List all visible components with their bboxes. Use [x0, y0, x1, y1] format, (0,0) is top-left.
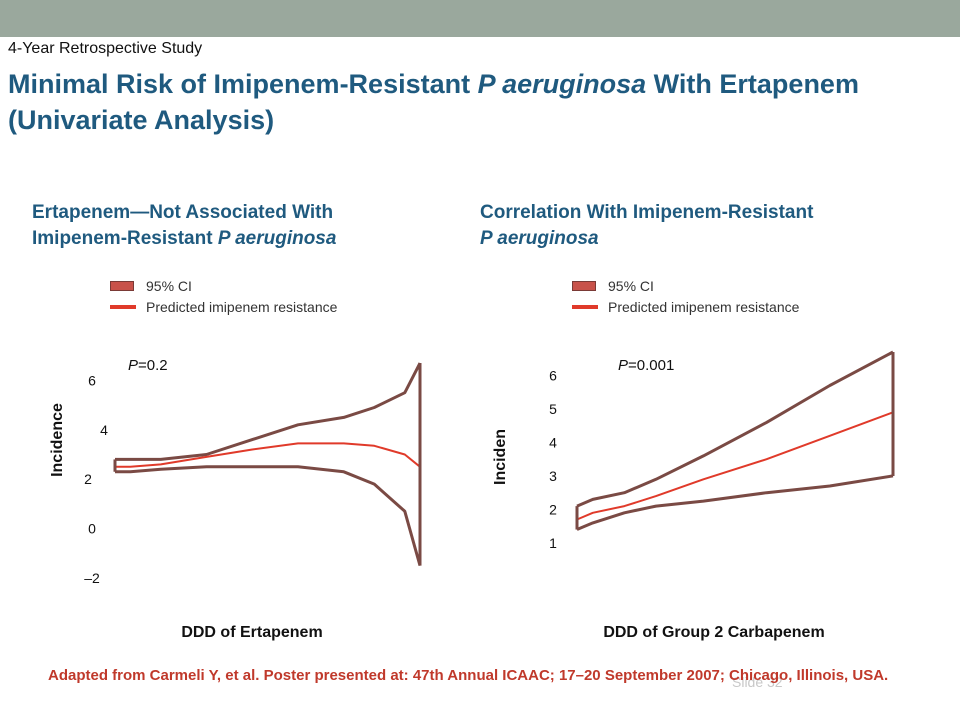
- slide-title: Minimal Risk of Imipenem-Resistant P aer…: [8, 66, 908, 138]
- top-bar: [0, 0, 960, 37]
- left-predicted-line: [115, 442, 421, 468]
- left-subtitle-line2: Imipenem-Resistant P aeruginosa: [32, 228, 337, 249]
- predicted-swatch: [572, 304, 598, 309]
- title-part2: With Ertapenem (Univariate Analysis): [8, 69, 859, 135]
- right-chart-subtitle: Correlation With Imipenem-Resistant P ae…: [480, 200, 813, 252]
- ci-swatch: [572, 280, 596, 291]
- left-legend: 95% CI Predicted imipenem resistance: [110, 275, 337, 317]
- right-p-value: P=0.001: [618, 357, 674, 374]
- legend-item-ci: 95% CI: [572, 275, 799, 296]
- y-tick-label: 4: [100, 422, 108, 438]
- y-tick-label: –2: [84, 570, 100, 586]
- right-subtitle-line2: P aeruginosa: [480, 228, 599, 249]
- y-tick-label: 4: [549, 434, 557, 450]
- left-chart-subtitle: Ertapenem—Not Associated With Imipenem-R…: [32, 200, 336, 252]
- title-part1: Minimal Risk of Imipenem-Resistant: [8, 69, 478, 99]
- legend-item-predicted: Predicted imipenem resistance: [572, 296, 799, 317]
- y-tick-label: 2: [84, 471, 92, 487]
- title-italic: P aeruginosa: [477, 69, 647, 99]
- left-y-axis-label: Incidence: [49, 403, 66, 477]
- left-lower-line: [115, 465, 422, 567]
- y-tick-label: 2: [549, 501, 557, 517]
- slide-number: Slide 32: [732, 674, 783, 690]
- predicted-swatch: [110, 304, 136, 309]
- y-tick-label: 1: [549, 535, 557, 551]
- right-lower-line: [576, 474, 894, 531]
- left-p-value: P=0.2: [128, 357, 168, 374]
- ci-swatch: [110, 280, 134, 291]
- footnote: Adapted from Carmeli Y, et al. Poster pr…: [48, 667, 889, 684]
- y-tick-label: 3: [549, 468, 557, 484]
- slide-supertitle: 4-Year Retrospective Study: [8, 40, 203, 57]
- left-x-axis-label: DDD of Ertapenem: [181, 624, 322, 641]
- right-x-axis-label: DDD of Group 2 Carbapenem: [603, 624, 824, 641]
- y-tick-label: 6: [549, 367, 557, 383]
- right-y-axis-label: Inciden: [492, 429, 509, 485]
- y-tick-label: 0: [88, 521, 96, 537]
- left-subtitle-line1: Ertapenem—Not Associated With: [32, 202, 334, 223]
- right-legend: 95% CI Predicted imipenem resistance: [572, 275, 799, 317]
- right-subtitle-line1: Correlation With Imipenem-Resistant: [480, 202, 814, 223]
- right-upper-line: [576, 350, 894, 508]
- left-upper-line: [115, 362, 422, 461]
- y-tick-label: 5: [549, 401, 557, 417]
- legend-item-predicted: Predicted imipenem resistance: [110, 296, 337, 317]
- right-predicted-line: [576, 411, 894, 521]
- y-tick-label: 6: [88, 372, 96, 388]
- legend-item-ci: 95% CI: [110, 275, 337, 296]
